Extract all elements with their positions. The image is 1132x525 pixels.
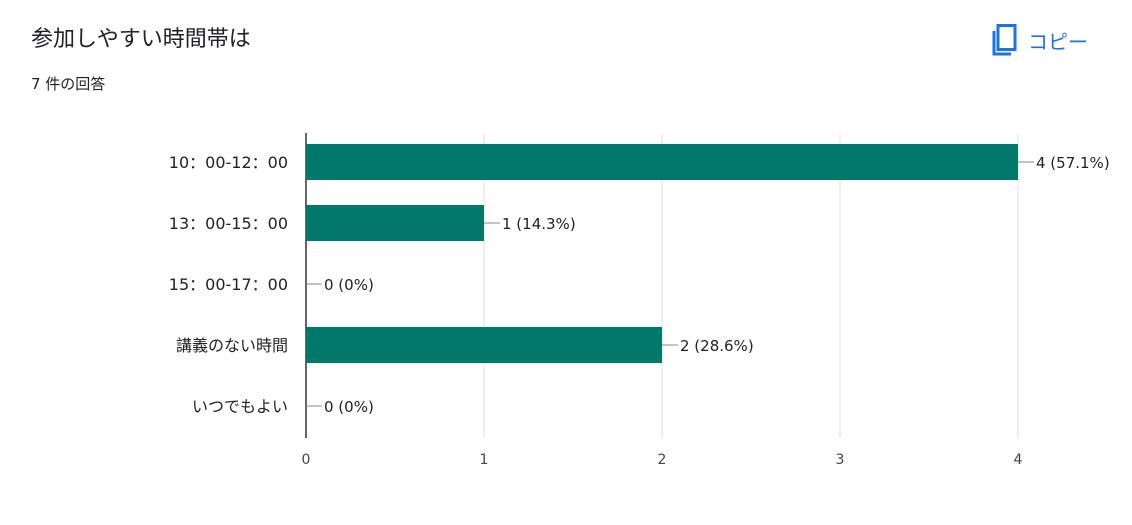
data-label: 1 (14.3%) xyxy=(502,215,576,233)
bar xyxy=(306,144,1018,180)
response-count: 7 件の回答 xyxy=(31,75,106,93)
category-label: 13：00-15：00 xyxy=(169,214,288,233)
category-label: 15：00-17：00 xyxy=(169,275,288,294)
data-label: 0 (0%) xyxy=(324,276,374,294)
x-tick-label: 1 xyxy=(480,452,489,468)
copy-icon xyxy=(988,23,1018,57)
category-label: 講義のない時間 xyxy=(176,336,288,355)
question-title: 参加しやすい時間帯は xyxy=(31,27,251,52)
data-label: 2 (28.6%) xyxy=(680,337,754,355)
copy-button[interactable]: コピー xyxy=(988,20,1112,60)
x-tick-label: 4 xyxy=(1014,452,1023,468)
x-tick-label: 3 xyxy=(836,452,845,468)
bar xyxy=(306,205,484,241)
category-label: いつでもよい xyxy=(192,397,288,416)
x-tick-label: 2 xyxy=(658,452,667,468)
copy-label: コピー xyxy=(1028,29,1088,54)
data-label: 4 (57.1%) xyxy=(1036,154,1110,172)
x-tick-label: 0 xyxy=(302,452,311,468)
bar xyxy=(306,327,662,363)
category-label: 10：00-12：00 xyxy=(169,153,288,172)
data-label: 0 (0%) xyxy=(324,398,374,416)
